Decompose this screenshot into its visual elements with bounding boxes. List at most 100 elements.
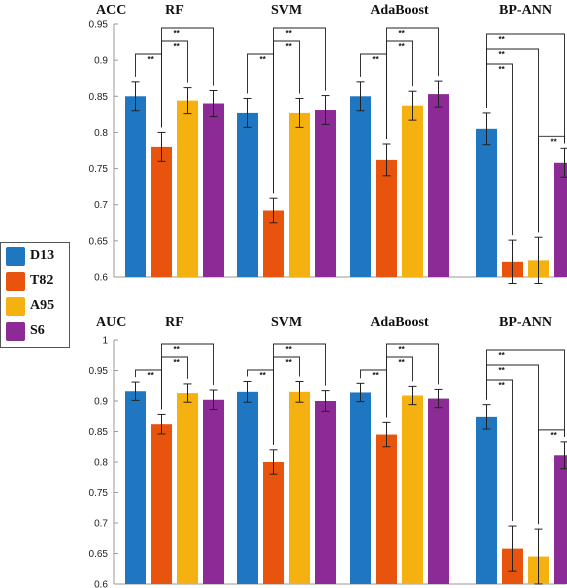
significance-bracket (386, 343, 439, 418)
bar-d13 (125, 391, 146, 584)
significance-bracket (273, 27, 326, 194)
significance-label: ** (373, 371, 380, 380)
group-label: BP-ANN (499, 315, 552, 330)
bar-s6 (554, 455, 567, 584)
significance-bracket (273, 343, 326, 445)
y-tick-label: 0.6 (94, 580, 108, 588)
y-tick-label: 0.85 (89, 92, 109, 103)
y-tick-label: 0.95 (89, 20, 109, 31)
significance-label: ** (174, 42, 181, 51)
legend-label: D13 (30, 248, 55, 263)
bar-a95 (289, 112, 310, 277)
group-bp-ann: BP-ANN ** ** ** ** (476, 315, 567, 585)
y-tick-label: 0.65 (89, 549, 109, 560)
bar-d13 (350, 392, 371, 584)
group-svm: SVM ** ** ** (237, 3, 336, 278)
significance-label: ** (174, 345, 181, 354)
y-tick-label: 0.85 (89, 427, 109, 438)
y-tick-label: 1 (102, 336, 108, 347)
bar-t82 (263, 210, 284, 277)
y-tick-label: 0.65 (89, 236, 109, 247)
group-svm: SVM ** ** ** (237, 315, 336, 584)
panel-metric-label: ACC (96, 3, 126, 18)
y-tick-label: 0.75 (89, 164, 109, 175)
significance-label: ** (373, 55, 380, 64)
significance-label: ** (399, 345, 406, 354)
group-label: BP-ANN (499, 3, 552, 18)
significance-label: ** (148, 371, 155, 380)
legend-label: S6 (30, 323, 45, 338)
group-label: RF (165, 3, 184, 18)
bar-d13 (237, 112, 258, 277)
significance-label: ** (260, 371, 267, 380)
legend: D13 T82 A95 S6 (0, 242, 70, 348)
panel-metric-label: AUC (96, 315, 126, 330)
significance-label: ** (286, 345, 293, 354)
significance-label: ** (499, 381, 506, 390)
bar-s6 (203, 103, 224, 277)
group-adaboost: AdaBoost ** ** ** (350, 315, 449, 584)
significance-label: ** (286, 29, 293, 38)
legend-swatch (6, 247, 25, 266)
significance-label: ** (551, 431, 558, 440)
bar-s6 (554, 162, 567, 277)
bar-d13 (476, 128, 497, 277)
group-rf: RF ** ** ** (125, 315, 224, 584)
significance-bracket (538, 135, 565, 233)
significance-label: ** (499, 35, 506, 44)
y-tick-label: 0.7 (94, 519, 108, 530)
legend-swatch (6, 322, 25, 341)
bar-s6 (315, 110, 336, 278)
group-label: AdaBoost (370, 3, 429, 18)
y-tick-label: 0.6 (94, 273, 108, 284)
significance-label: ** (174, 358, 181, 367)
group-label: SVM (271, 3, 302, 18)
significance-bracket (161, 343, 214, 410)
panel-acc: ACC0.60.650.70.750.80.850.90.95RF******S… (89, 3, 567, 285)
bar-t82 (151, 424, 172, 584)
significance-label: ** (399, 42, 406, 51)
bar-t82 (263, 462, 284, 584)
significance-label: ** (148, 55, 155, 64)
legend-swatch (6, 272, 25, 291)
y-tick-label: 0.9 (94, 397, 108, 408)
significance-label: ** (551, 137, 558, 146)
y-tick-label: 0.8 (94, 458, 108, 469)
bar-t82 (376, 159, 397, 277)
bar-a95 (177, 100, 198, 277)
y-tick-label: 0.95 (89, 366, 109, 377)
group-label: AdaBoost (370, 315, 429, 330)
group-label: SVM (271, 315, 302, 330)
bar-d13 (476, 416, 497, 584)
significance-bracket (538, 429, 565, 525)
significance-label: ** (286, 358, 293, 367)
legend-label: T82 (30, 273, 54, 288)
significance-bracket (386, 27, 439, 139)
bar-d13 (350, 96, 371, 278)
significance-label: ** (399, 29, 406, 38)
significance-label: ** (260, 55, 267, 64)
significance-bracket (161, 27, 214, 128)
legend-swatch (6, 297, 25, 316)
legend-label: A95 (30, 298, 55, 313)
significance-label: ** (499, 65, 506, 74)
bar-a95 (177, 393, 198, 584)
group-bp-ann: BP-ANN ** ** ** ** (476, 3, 567, 285)
significance-label: ** (399, 358, 406, 367)
group-adaboost: AdaBoost ** ** ** (350, 3, 449, 278)
significance-bracket (486, 33, 565, 144)
bar-a95 (402, 105, 423, 277)
significance-label: ** (286, 42, 293, 51)
group-rf: RF ** ** ** (125, 3, 224, 278)
significance-label: ** (499, 351, 506, 360)
significance-label: ** (499, 50, 506, 59)
y-tick-label: 0.7 (94, 200, 108, 211)
y-tick-label: 0.8 (94, 128, 108, 139)
bar-d13 (237, 391, 258, 584)
bar-s6 (428, 94, 449, 277)
significance-label: ** (174, 29, 181, 38)
bar-t82 (376, 434, 397, 584)
bar-s6 (315, 401, 336, 584)
significance-bracket (486, 349, 565, 437)
